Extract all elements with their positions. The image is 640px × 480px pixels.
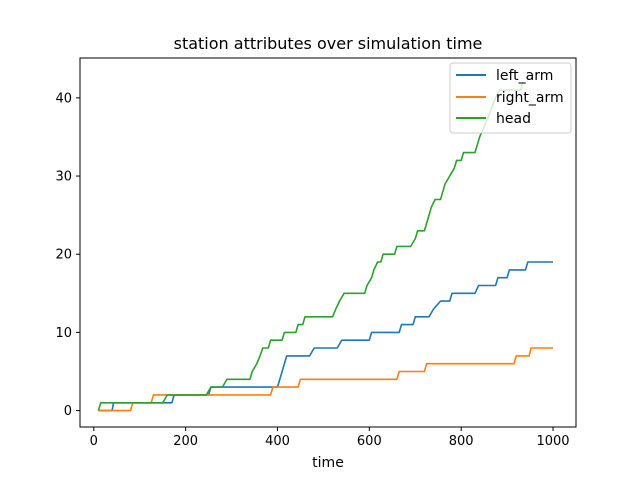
legend-label-head: head bbox=[496, 111, 531, 127]
x-tick-label: 1000 bbox=[536, 434, 569, 449]
x-tick-label: 800 bbox=[449, 434, 474, 449]
legend-label-right-arm: right_arm bbox=[496, 90, 564, 106]
legend-label-left-arm: left_arm bbox=[496, 68, 553, 84]
y-tick-label: 10 bbox=[55, 326, 72, 341]
legend-box bbox=[449, 62, 572, 134]
x-tick-label: 600 bbox=[357, 434, 382, 449]
y-tick-label: 20 bbox=[55, 248, 72, 263]
chart-title: station attributes over simulation time bbox=[174, 34, 483, 53]
x-tick-label: 200 bbox=[173, 434, 198, 449]
y-tick-label: 0 bbox=[64, 404, 72, 419]
x-tick-label: 0 bbox=[90, 434, 98, 449]
x-axis-label: time bbox=[312, 455, 344, 471]
x-axis-ticks: 0 200 400 600 800 1000 bbox=[90, 427, 570, 449]
plot-lines bbox=[97, 82, 553, 412]
y-axis-ticks: 0 10 20 30 40 bbox=[55, 91, 80, 419]
legend: left_arm right_arm head bbox=[449, 62, 572, 134]
y-tick-label: 40 bbox=[55, 91, 72, 106]
series-line-left-arm bbox=[98, 261, 553, 412]
series-line-head bbox=[97, 82, 524, 411]
plot-frame bbox=[79, 57, 577, 428]
y-tick-label: 30 bbox=[55, 170, 72, 185]
x-tick-label: 400 bbox=[265, 434, 290, 449]
